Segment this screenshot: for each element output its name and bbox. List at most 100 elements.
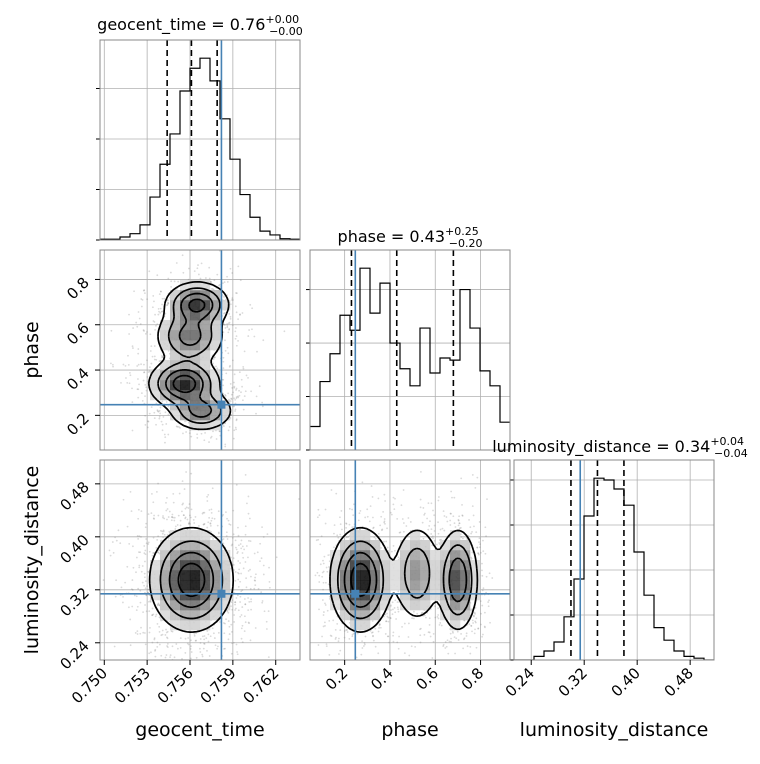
sample-point — [183, 488, 186, 490]
sample-point — [298, 587, 300, 589]
sample-point — [442, 643, 445, 646]
sample-point — [328, 566, 330, 568]
sample-point — [189, 648, 192, 650]
sample-point — [153, 518, 155, 520]
sample-point — [167, 299, 169, 302]
y-tick-label: 0.24 — [56, 637, 92, 673]
sample-point — [144, 395, 146, 398]
density-cell — [390, 580, 401, 591]
sample-point — [192, 518, 195, 521]
density-cell — [180, 310, 191, 321]
sample-point — [333, 546, 335, 549]
sample-point — [392, 634, 394, 637]
sample-point — [126, 525, 129, 528]
sample-point — [197, 264, 199, 266]
sample-point — [226, 323, 229, 325]
contour-level — [148, 526, 235, 633]
sample-point — [150, 406, 153, 409]
density-cell — [360, 540, 371, 551]
sample-point — [122, 363, 125, 366]
sample-point — [159, 290, 162, 293]
sample-point — [131, 429, 134, 432]
sample-point — [200, 432, 203, 435]
density-cell — [410, 570, 421, 581]
sample-point — [202, 523, 205, 526]
sample-point — [251, 328, 253, 331]
sample-point — [154, 649, 156, 652]
sample-point — [352, 514, 355, 517]
sample-point — [128, 333, 130, 335]
density-cell — [340, 610, 351, 621]
sample-point — [209, 436, 212, 439]
sample-point — [250, 390, 252, 393]
sample-point — [455, 637, 458, 640]
sample-point — [151, 641, 154, 644]
sample-point — [153, 321, 156, 323]
sample-point — [324, 508, 327, 511]
sample-point — [229, 267, 232, 270]
sample-point — [351, 526, 354, 529]
sample-point — [305, 499, 307, 501]
sample-point — [228, 312, 231, 315]
sample-point — [144, 587, 147, 590]
sample-point — [451, 496, 453, 499]
density-cell — [180, 350, 191, 361]
sample-point — [419, 506, 422, 509]
sample-point — [144, 560, 146, 563]
sample-point — [146, 298, 149, 301]
sample-point — [158, 310, 160, 313]
sample-point — [148, 412, 151, 415]
sample-point — [234, 410, 236, 412]
sample-point — [233, 621, 236, 623]
sample-point — [139, 551, 142, 554]
sample-point — [161, 423, 164, 426]
sample-point — [343, 626, 346, 628]
sample-point — [211, 517, 214, 520]
density-cell — [440, 610, 451, 621]
sample-point — [481, 569, 483, 572]
sample-point — [372, 516, 374, 519]
sample-point — [160, 634, 163, 637]
sample-point — [227, 352, 230, 355]
sample-point — [129, 374, 132, 377]
sample-point — [385, 540, 388, 543]
sample-point — [474, 620, 477, 623]
title-text-phase: phase = 0.43+0.25 −0.20 — [338, 225, 483, 250]
sample-point — [141, 298, 144, 301]
sample-point — [150, 345, 153, 348]
density-cell — [210, 370, 221, 381]
sample-point — [230, 414, 233, 416]
sample-point — [223, 312, 225, 315]
sample-point — [229, 400, 232, 402]
title-minus: −0.04 — [714, 447, 748, 460]
sample-point — [203, 511, 206, 514]
sample-point — [470, 625, 473, 627]
sample-point — [324, 581, 327, 584]
sample-point — [154, 648, 157, 651]
sample-point — [233, 373, 236, 376]
sample-point — [146, 376, 149, 378]
sample-point — [227, 519, 230, 522]
sample-point — [436, 616, 439, 618]
sample-point — [380, 547, 382, 549]
sample-point — [173, 516, 176, 519]
sample-point — [160, 310, 163, 313]
density-cell — [200, 570, 211, 581]
density-cell — [450, 590, 461, 601]
sample-point — [394, 497, 396, 500]
sample-point — [261, 601, 264, 604]
sample-point — [321, 599, 324, 601]
sample-point — [188, 503, 191, 505]
sample-point — [163, 517, 166, 520]
sample-point — [172, 493, 175, 495]
sample-point — [471, 474, 474, 476]
sample-point — [484, 626, 486, 629]
sample-point — [143, 363, 145, 366]
density-cell — [420, 560, 431, 571]
sample-point — [335, 492, 338, 495]
sample-point — [199, 642, 202, 644]
sample-point — [441, 527, 444, 530]
sample-point — [412, 617, 415, 620]
sample-point — [238, 568, 241, 571]
density-cell — [160, 360, 171, 371]
